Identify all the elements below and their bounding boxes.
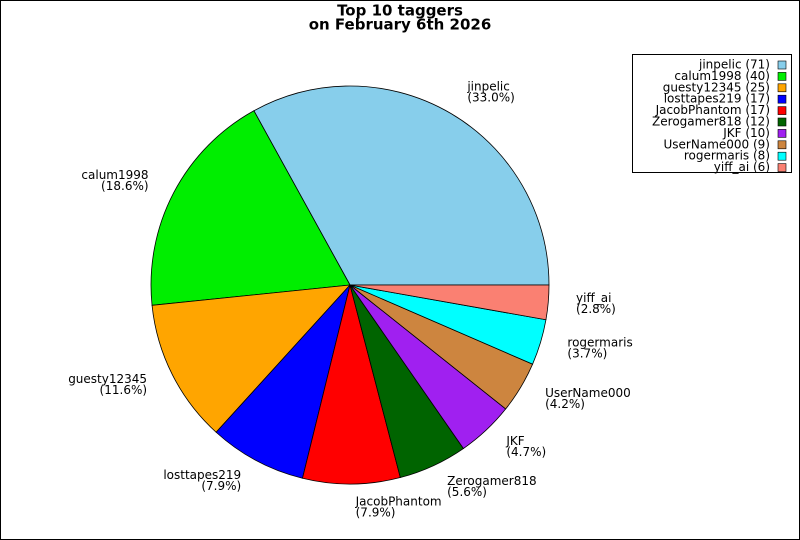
slice-percent: (7.9%) [201,479,241,493]
slice-percent: (18.6%) [101,179,148,193]
slice-label: yiff_ai [576,291,611,305]
pie-slice [349,284,550,321]
legend-label: jinpelic (71) [698,58,770,72]
legend-swatch [777,140,787,150]
slice-percent: (7.9%) [356,505,396,519]
slice-percent: (3.7%) [567,347,607,361]
slice-percent: (4.2%) [545,397,585,411]
legend-label: losttapes219 (17) [664,92,770,106]
legend-label: Zerogamer818 (12) [652,115,770,129]
slice-label: jinpelic [466,80,510,94]
legend-label: JKF (10) [722,126,770,140]
legend-swatch [777,94,787,104]
pie-slice [253,85,550,286]
pie-slice [151,284,351,433]
pie-slice [215,284,351,479]
slice-percent: (2.8%) [576,302,616,316]
legend-swatch [777,117,787,127]
slice-percent: (5.6%) [447,485,487,499]
slice-label: rogermaris [567,336,632,350]
slice-percent: (11.6%) [100,383,147,397]
chart-subtitle: on February 6th 2026 [309,16,492,34]
slice-label: JKF [505,434,524,448]
slice-label: UserName000 [545,386,631,400]
slice-label: losttapes219 [163,468,241,482]
slice-label: calum1998 [81,168,148,182]
legend-box [632,54,792,173]
legend-swatch [777,163,787,172]
slice-label: Zerogamer818 [447,474,536,488]
legend-label: yiff_ai (6) [714,160,770,174]
legend-swatch [777,72,787,81]
legend-swatch [777,129,787,138]
chart-title: Top 10 taggers [337,2,463,20]
legend-label: UserName000 (9) [664,137,770,151]
legend-swatch [777,83,787,93]
legend-swatch [777,60,787,70]
legend-swatch [777,106,787,115]
legend-label: rogermaris (8) [684,149,770,163]
pie-slice [302,284,401,485]
legend-label: calum1998 (40) [674,69,770,83]
legend-label: JacobPhantom (17) [655,103,770,117]
pie-slice [150,110,351,306]
slice-percent: (4.7%) [506,445,546,459]
slice-percent: (33.0%) [467,91,514,105]
legend-label: guesty12345 (25) [663,80,770,94]
slice-label: guesty12345 [68,372,147,386]
slice-label: JacobPhantom [355,494,442,508]
legend-swatch [777,151,787,161]
